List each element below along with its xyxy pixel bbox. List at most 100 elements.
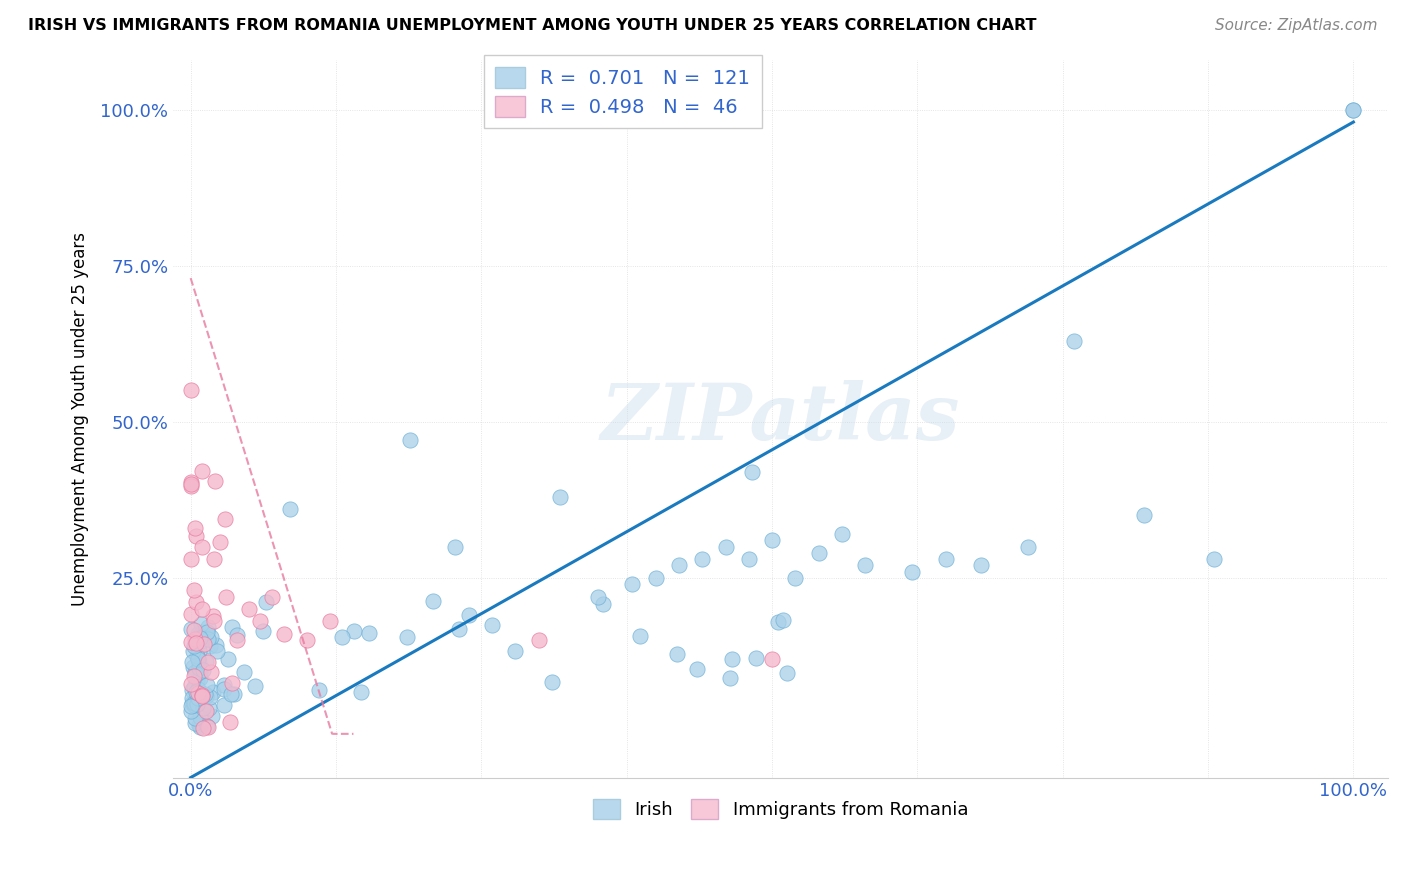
Point	[188, 710, 211, 724]
Point	[190, 720, 212, 734]
Point	[183, 680, 205, 694]
Point	[202, 615, 225, 629]
Point	[201, 709, 224, 723]
Point	[195, 625, 218, 640]
Point	[180, 691, 202, 706]
Point	[628, 629, 651, 643]
Point	[807, 546, 830, 560]
Point	[529, 633, 551, 648]
Point	[204, 474, 226, 488]
Point	[278, 502, 301, 516]
Point	[761, 533, 783, 548]
Point	[505, 644, 527, 658]
Point	[184, 716, 207, 731]
Point	[260, 590, 283, 604]
Point	[212, 698, 235, 712]
Point	[668, 558, 690, 573]
Point	[183, 644, 205, 658]
Point	[738, 552, 761, 566]
Point	[186, 631, 208, 645]
Point	[853, 558, 876, 573]
Point	[592, 597, 614, 611]
Point	[330, 630, 353, 644]
Point	[184, 665, 207, 680]
Point	[181, 656, 204, 670]
Point	[666, 647, 689, 661]
Point	[183, 669, 205, 683]
Point	[226, 628, 249, 642]
Point	[188, 656, 211, 670]
Point	[221, 620, 243, 634]
Point	[188, 630, 211, 644]
Point	[243, 679, 266, 693]
Point	[238, 602, 260, 616]
Point	[190, 717, 212, 731]
Point	[188, 665, 211, 679]
Point	[772, 613, 794, 627]
Point	[785, 571, 807, 585]
Point	[187, 686, 209, 700]
Point	[195, 719, 218, 733]
Point	[343, 624, 366, 638]
Point	[221, 675, 243, 690]
Point	[187, 682, 209, 697]
Point	[768, 615, 790, 629]
Point	[745, 651, 768, 665]
Point	[193, 632, 215, 646]
Point	[191, 602, 214, 616]
Point	[718, 671, 741, 685]
Point	[191, 464, 214, 478]
Point	[249, 615, 271, 629]
Point	[186, 648, 208, 663]
Point	[193, 637, 215, 651]
Point	[935, 552, 957, 566]
Point	[186, 697, 208, 711]
Point	[193, 663, 215, 677]
Point	[198, 690, 221, 705]
Point	[422, 594, 444, 608]
Point	[180, 704, 202, 718]
Point	[186, 673, 208, 687]
Point	[180, 607, 202, 622]
Point	[217, 652, 239, 666]
Point	[191, 721, 214, 735]
Point	[197, 655, 219, 669]
Point	[188, 632, 211, 646]
Point	[197, 619, 219, 633]
Point	[900, 565, 922, 579]
Point	[195, 689, 218, 703]
Point	[191, 540, 214, 554]
Point	[197, 701, 219, 715]
Point	[184, 529, 207, 543]
Point	[252, 624, 274, 639]
Point	[741, 465, 763, 479]
Point	[219, 715, 242, 730]
Point	[714, 540, 737, 554]
Point	[202, 684, 225, 698]
Point	[190, 688, 212, 702]
Point	[761, 652, 783, 666]
Point	[187, 690, 209, 705]
Point	[202, 552, 225, 566]
Point	[208, 534, 231, 549]
Point	[187, 651, 209, 665]
Point	[214, 512, 236, 526]
Point	[1017, 540, 1039, 554]
Point	[197, 720, 219, 734]
Point	[195, 678, 218, 692]
Point	[180, 677, 202, 691]
Point	[183, 639, 205, 653]
Point	[621, 577, 644, 591]
Point	[188, 661, 211, 675]
Point	[180, 698, 202, 713]
Point	[183, 582, 205, 597]
Point	[776, 666, 799, 681]
Point	[395, 630, 418, 644]
Point	[190, 625, 212, 640]
Point	[686, 662, 709, 676]
Point	[273, 627, 295, 641]
Point	[226, 633, 249, 648]
Point	[190, 633, 212, 648]
Point	[350, 685, 373, 699]
Point	[308, 683, 330, 698]
